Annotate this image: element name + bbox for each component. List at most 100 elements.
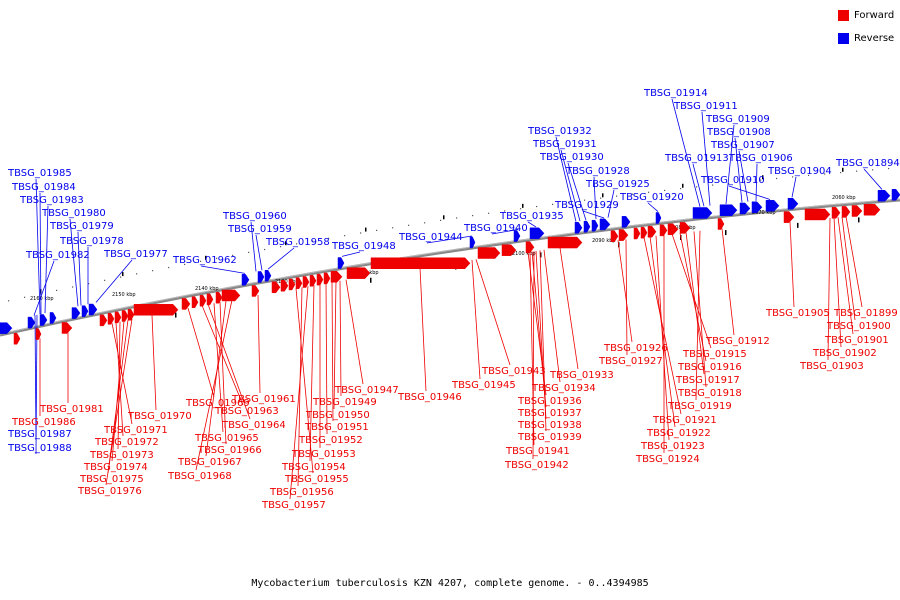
forward-gene-label: TBSG_01923 bbox=[640, 441, 705, 452]
label-leader bbox=[34, 315, 37, 441]
label-leader-lines bbox=[33, 98, 883, 500]
label-leader bbox=[837, 217, 854, 335]
label-leader bbox=[345, 279, 364, 385]
forward-gene-label: TBSG_01942 bbox=[504, 460, 569, 471]
ruler-dot bbox=[232, 254, 234, 256]
forward-gene-feature bbox=[251, 285, 260, 297]
ruler-dot bbox=[472, 214, 474, 217]
legend-label-reverse: Reverse bbox=[854, 33, 895, 44]
reverse-gene-label: TBSG_01977 bbox=[103, 249, 168, 260]
forward-gene-feature bbox=[302, 276, 310, 288]
label-leader bbox=[333, 281, 337, 410]
label-leader bbox=[863, 168, 883, 190]
reverse-gene-feature bbox=[469, 236, 476, 249]
forward-gene-feature bbox=[13, 332, 21, 345]
ruler-dot bbox=[872, 169, 874, 171]
reverse-gene-label: TBSG_01935 bbox=[499, 211, 564, 222]
ruler-dot bbox=[168, 266, 170, 269]
forward-gene-label: TBSG_01953 bbox=[291, 449, 356, 460]
reverse-gene-label: TBSG_01988 bbox=[7, 443, 72, 454]
forward-gene-feature bbox=[831, 207, 841, 219]
forward-gene-label: TBSG_01972 bbox=[94, 437, 159, 448]
ruler-dot bbox=[888, 167, 890, 170]
forward-gene-feature bbox=[618, 229, 629, 241]
ruler-dot bbox=[376, 229, 378, 231]
label-leader bbox=[671, 98, 701, 207]
reverse-gene-feature bbox=[257, 271, 265, 283]
ruler-dot bbox=[88, 283, 90, 285]
ruler-label: 2160 kbp bbox=[30, 296, 54, 302]
reverse-gene-feature bbox=[599, 218, 611, 231]
label-leader bbox=[617, 240, 633, 343]
label-leader bbox=[267, 247, 295, 270]
ruler-label: 2100 kbp bbox=[512, 251, 536, 257]
ruler-dot bbox=[488, 212, 490, 214]
forward-gene-feature bbox=[288, 278, 296, 291]
forward-gene-feature bbox=[841, 206, 851, 218]
forward-gene-label: TBSG_01926 bbox=[603, 343, 668, 354]
label-leader bbox=[250, 221, 257, 272]
ruler-label: 2140 kbp bbox=[195, 286, 219, 292]
forward-gene-label: TBSG_01967 bbox=[177, 457, 242, 468]
ruler-tick bbox=[122, 272, 124, 277]
forward-gene-label: TBSG_01937 bbox=[517, 408, 582, 419]
ruler-dot bbox=[808, 174, 810, 177]
ruler-dot bbox=[696, 186, 698, 188]
reverse-gene-label: TBSG_01906 bbox=[728, 153, 793, 164]
label-leader bbox=[187, 307, 215, 398]
forward-gene-label: TBSG_01917 bbox=[675, 375, 740, 386]
ruler-dot bbox=[248, 251, 250, 254]
forward-gene-label: TBSG_01976 bbox=[77, 486, 142, 497]
forward-gene-feature bbox=[221, 289, 241, 302]
forward-gene-label: TBSG_01966 bbox=[197, 445, 262, 456]
forward-gene-feature bbox=[133, 304, 179, 316]
ruler-dot bbox=[280, 246, 282, 248]
reverse-gene-feature bbox=[591, 219, 599, 232]
label-leader bbox=[95, 259, 133, 303]
ruler-dot bbox=[552, 203, 554, 205]
forward-gene-feature bbox=[206, 293, 214, 306]
label-leader bbox=[532, 251, 535, 460]
reverse-gene-feature bbox=[0, 322, 13, 334]
forward-gene-label: TBSG_01933 bbox=[549, 370, 614, 381]
label-leader bbox=[789, 221, 795, 308]
ruler-dot bbox=[392, 227, 394, 229]
forward-gene-label: TBSG_01950 bbox=[305, 410, 370, 421]
legend-item-forward: Forward bbox=[838, 8, 894, 23]
forward-gene-label: TBSG_01951 bbox=[304, 422, 369, 433]
ruler-dot bbox=[56, 289, 58, 292]
forward-gene-label: TBSG_01938 bbox=[517, 420, 582, 431]
reverse-gene-label: TBSG_01894 bbox=[835, 158, 900, 169]
reverse-gene-label: TBSG_01979 bbox=[49, 221, 114, 232]
reverse-gene-feature bbox=[337, 257, 345, 269]
ruler-dot bbox=[152, 270, 154, 272]
reverse-gene-label: TBSG_01960 bbox=[222, 211, 287, 222]
reverse-gene-feature bbox=[739, 202, 751, 215]
ruler-dot bbox=[504, 210, 506, 212]
ruler-dot bbox=[856, 170, 858, 172]
label-leader bbox=[117, 321, 121, 450]
forward-gene-feature bbox=[280, 280, 289, 292]
forward-gene-label: TBSG_01918 bbox=[677, 388, 742, 399]
forward-gene-feature bbox=[215, 291, 223, 304]
ruler-dot bbox=[824, 173, 826, 175]
ruler-dot bbox=[264, 248, 266, 251]
reverse-gene-label: TBSG_01959 bbox=[227, 224, 292, 235]
forward-gene-label: TBSG_01986 bbox=[11, 417, 76, 428]
forward-gene-feature bbox=[501, 244, 517, 256]
forward-gene-feature bbox=[191, 296, 199, 308]
ruler-tick bbox=[842, 167, 844, 172]
reverse-gene-label: TBSG_01925 bbox=[585, 179, 650, 190]
reverse-gene-feature bbox=[39, 314, 48, 326]
ruler-dot bbox=[760, 179, 762, 181]
ruler-label: 2060 kbp bbox=[832, 195, 856, 201]
forward-gene-label: TBSG_01943 bbox=[481, 366, 546, 377]
reverse-gene-label: TBSG_01984 bbox=[11, 182, 76, 193]
label-leader bbox=[491, 229, 519, 235]
ruler-dot bbox=[8, 300, 10, 302]
ruler-dot bbox=[72, 286, 74, 288]
forward-gene-label: TBSG_01965 bbox=[194, 433, 259, 444]
reverse-gene-feature bbox=[81, 305, 89, 317]
label-leader bbox=[791, 176, 797, 198]
